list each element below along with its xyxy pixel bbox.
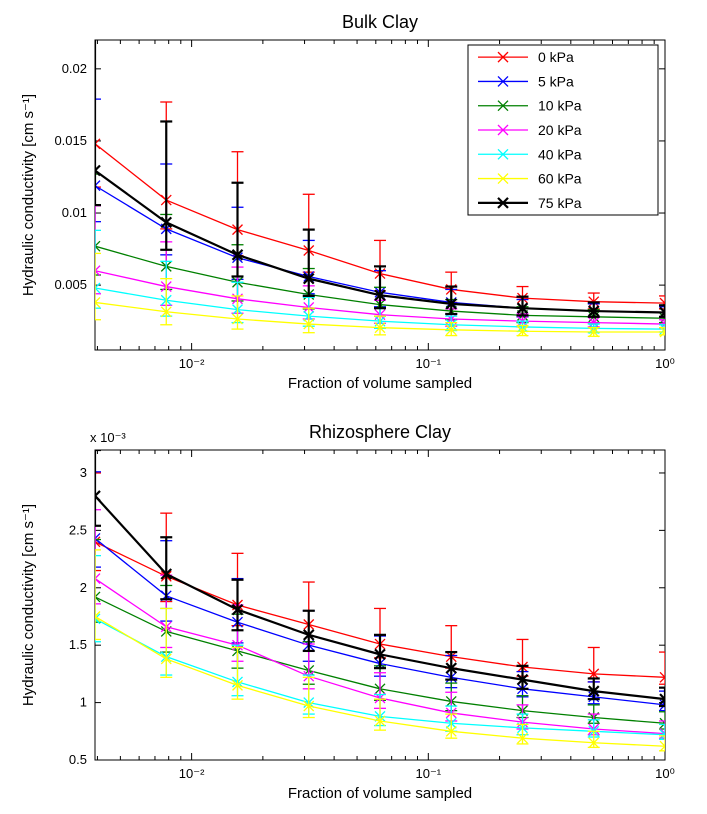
y-tick-label: 0.015 (54, 133, 87, 148)
y-tick-label: 0.005 (54, 277, 87, 292)
y-multiplier: x 10⁻³ (90, 430, 126, 445)
y-tick-label: 1 (80, 695, 87, 710)
y-tick-label: 1.5 (69, 637, 87, 652)
x-tick-label: 10⁰ (655, 766, 675, 781)
legend-label: 5 kPa (538, 73, 574, 89)
y-tick-label: 3 (80, 465, 87, 480)
legend-label: 0 kPa (538, 49, 574, 65)
y-axis-label: Hydraulic conductivity [cm s⁻¹] (20, 94, 37, 296)
panel-title: Rhizosphere Clay (309, 422, 451, 442)
x-axis-label: Fraction of volume sampled (288, 785, 472, 802)
x-tick-label: 10⁰ (655, 356, 675, 371)
y-tick-label: 0.02 (62, 61, 87, 76)
legend: 0 kPa 5 kPa 10 kPa 20 kPa 40 kPa 60 kPa 75 kPa (468, 45, 658, 215)
legend-label: 10 kPa (538, 98, 582, 114)
y-tick-label: 0.5 (69, 752, 87, 767)
x-tick-label: 10⁻¹ (415, 356, 441, 371)
series (89, 450, 671, 706)
x-tick-label: 10⁻² (179, 356, 205, 371)
chart-figure: Bulk Clay 0.005 0.01 0.015 0.02 10⁻² 10⁻¹ 10⁰ Fr… (0, 0, 707, 814)
legend-label: 75 kPa (538, 195, 582, 211)
y-axis-label: Hydraulic conductivity [cm s⁻¹] (20, 504, 37, 706)
chart-panel: Rhizosphere Clay 0.5 1 1.5 2 2.5 3 x 10⁻³ 10⁻² 10… (20, 422, 675, 802)
legend-label: 60 kPa (538, 171, 582, 187)
x-tick-label: 10⁻² (179, 766, 205, 781)
y-tick-label: 0.01 (62, 205, 87, 220)
panel-title: Bulk Clay (342, 12, 418, 32)
chart-panel: Bulk Clay 0.005 0.01 0.015 0.02 10⁻² 10⁻¹ 10⁰ Fr… (20, 12, 675, 392)
x-axis-label: Fraction of volume sampled (288, 375, 472, 392)
y-tick-label: 2.5 (69, 522, 87, 537)
y-tick-label: 2 (80, 580, 87, 595)
legend-label: 40 kPa (538, 146, 582, 162)
legend-label: 20 kPa (538, 122, 582, 138)
x-tick-label: 10⁻¹ (415, 766, 441, 781)
